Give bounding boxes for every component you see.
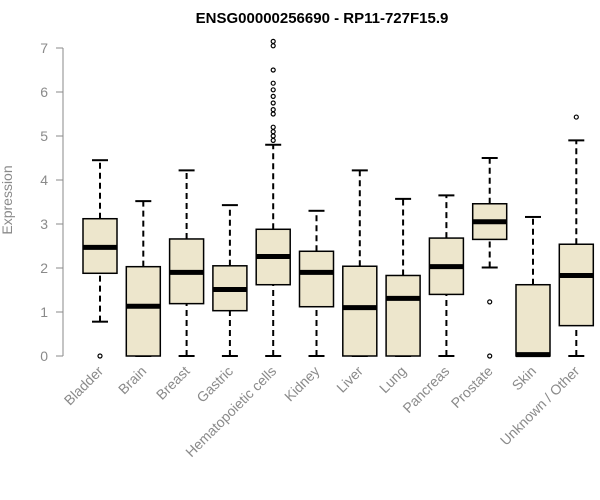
outlier-point — [270, 133, 276, 139]
outlier-point — [270, 124, 276, 130]
x-tick-label: Prostate — [448, 363, 496, 411]
x-tick-label: Unknown / Other — [497, 363, 583, 449]
y-tick-label: 0 — [40, 348, 48, 364]
chart-title: ENSG00000256690 - RP11-727F15.9 — [196, 10, 449, 27]
box-group — [428, 194, 465, 357]
x-tick-label: Liver — [333, 363, 366, 396]
box-iqr — [125, 265, 162, 357]
x-tick-label: Bladder — [61, 363, 107, 409]
y-tick-label: 3 — [40, 216, 48, 232]
outlier-point — [270, 38, 276, 45]
outlier-point — [270, 67, 276, 73]
outlier-point — [270, 129, 276, 135]
box-iqr — [515, 283, 551, 357]
outlier-point — [270, 87, 276, 93]
y-tick-label: 2 — [40, 260, 48, 276]
box-group — [212, 204, 248, 357]
x-tick-label: Brain — [115, 363, 149, 397]
y-tick-label: 1 — [40, 304, 48, 320]
box-iqr — [385, 274, 421, 357]
outlier-point — [270, 100, 276, 106]
outlier-point — [270, 80, 276, 86]
x-tick-label: Kidney — [281, 363, 323, 405]
outlier-point — [270, 111, 276, 117]
box-iqr — [298, 250, 335, 308]
outlier-point — [97, 353, 103, 359]
outlier-point — [270, 137, 276, 143]
outlier-point — [573, 114, 579, 120]
box-group — [255, 38, 291, 357]
box-group — [82, 159, 118, 359]
box-group — [168, 169, 205, 357]
y-axis: 0 1 2 3 4 5 6 7 — [40, 40, 64, 364]
outlier-point — [487, 299, 493, 305]
box-group — [125, 200, 162, 357]
x-tick-label: Breast — [153, 363, 193, 403]
x-tick-label: Lung — [376, 363, 409, 396]
y-axis-label: Expression — [0, 165, 15, 234]
plot-area — [82, 38, 595, 359]
outlier-point — [270, 106, 276, 113]
box-iqr — [342, 265, 378, 357]
x-tick-label: Skin — [509, 363, 540, 394]
box-group — [298, 209, 335, 357]
box-group — [385, 197, 421, 357]
y-tick-label: 6 — [40, 84, 48, 100]
box-iqr — [558, 243, 595, 327]
box-group — [471, 157, 508, 359]
outlier-point — [487, 353, 493, 359]
x-tick-label: Pancreas — [399, 363, 452, 416]
y-tick-label: 5 — [40, 128, 48, 144]
x-tick-label: Gastric — [193, 363, 236, 406]
box-group — [558, 114, 595, 357]
outlier-point — [270, 93, 276, 100]
outlier-point — [270, 43, 276, 49]
y-tick-label: 4 — [40, 172, 48, 188]
box-group — [342, 169, 378, 357]
box-group — [515, 215, 551, 358]
y-tick-label: 7 — [40, 40, 48, 56]
